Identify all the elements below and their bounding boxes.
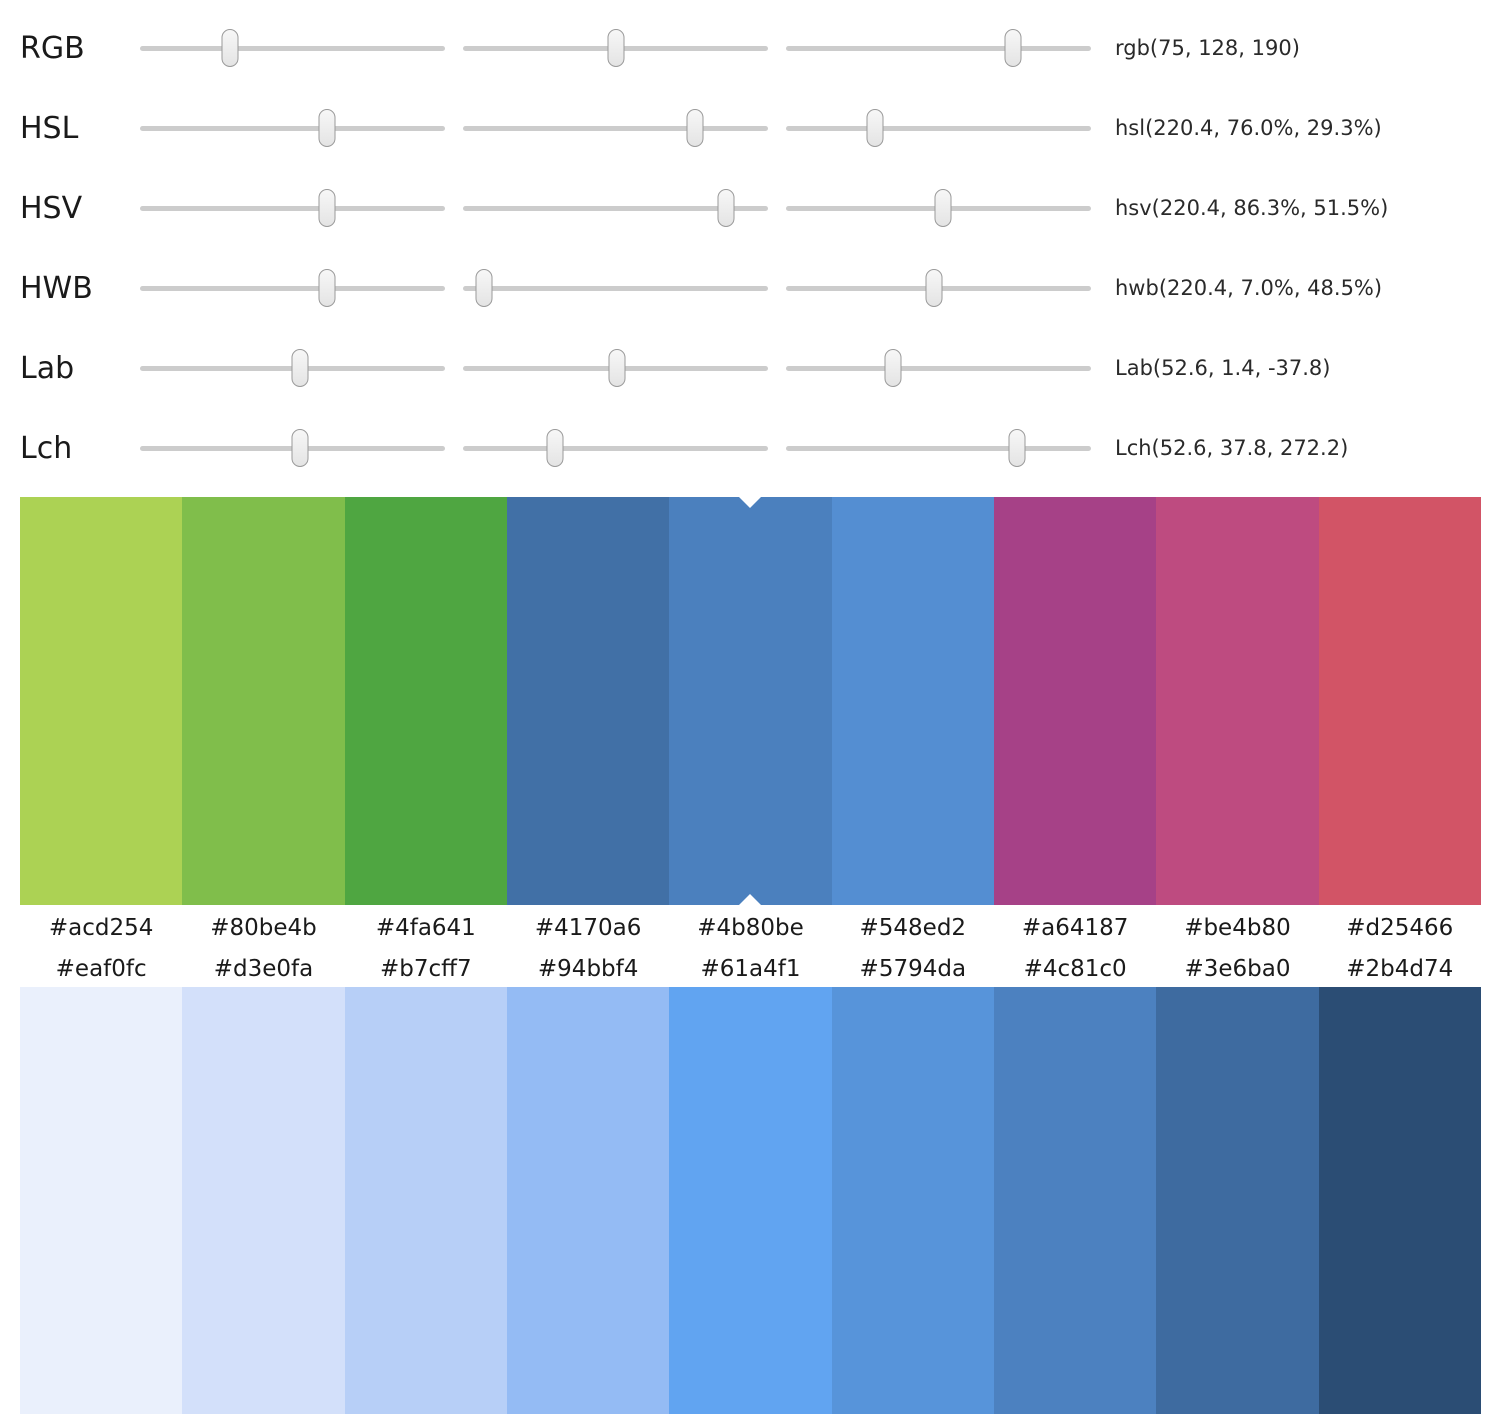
slider-thumb[interactable] [546,429,564,467]
color-value-text: Lch(52.6, 37.8, 272.2) [1115,436,1349,460]
hex-label: #d3e0fa [213,956,314,982]
hex-label: #acd254 [48,915,154,941]
slider-track[interactable] [463,349,768,387]
slider-row-lab: Lab Lab(52.6, 1.4, -37.8) [20,328,1501,408]
color-model-label: Lch [20,430,73,466]
palette-swatch[interactable] [831,987,994,1414]
slider-row-lch: Lch Lch(52.6, 37.8, 272.2) [20,408,1501,488]
palette-swatch[interactable] [20,497,183,905]
color-model-label: HSV [20,190,83,226]
palette-swatch[interactable] [993,987,1157,1414]
slider-track[interactable] [140,269,445,307]
slider-track[interactable] [140,349,445,387]
hex-label: #61a4f1 [700,956,801,982]
hex-label: #2b4d74 [1346,956,1454,982]
slider-row-hsv: HSV hsv(220.4, 86.3%, 51.5%) [20,168,1501,248]
slider-track[interactable] [463,269,768,307]
slider-thumb[interactable] [934,189,952,227]
slider-track[interactable] [786,189,1091,227]
hex-label: #80be4b [210,915,317,941]
color-value-text: hwb(220.4, 7.0%, 48.5%) [1115,276,1383,300]
slider-row-hwb: HWB hwb(220.4, 7.0%, 48.5%) [20,248,1501,328]
hex-label: #be4b80 [1184,915,1291,941]
color-model-label: Lab [20,350,75,386]
palette-swatch[interactable] [1318,987,1481,1414]
slider-thumb[interactable] [318,269,336,307]
slider-thumb[interactable] [291,429,309,467]
hue-palette [20,497,1481,905]
color-value-text: Lab(52.6, 1.4, -37.8) [1115,356,1331,380]
palette-swatch[interactable] [344,497,507,905]
hex-label: #b7cff7 [380,956,472,982]
slider-track[interactable] [786,429,1091,467]
selection-marker-top-icon [739,497,762,508]
slider-track[interactable] [140,29,445,67]
slider-thumb[interactable] [866,109,884,147]
slider-track[interactable] [463,189,768,227]
hex-label: #94bbf4 [537,956,639,982]
slider-row-hsl: HSL hsl(220.4, 76.0%, 29.3%) [20,88,1501,168]
hue-palette-hex-labels: #acd254 #80be4b #4fa641 #4170a6 #4b80be … [20,905,1481,951]
slider-track[interactable] [140,429,445,467]
slider-thumb[interactable] [318,109,336,147]
palette-swatch[interactable] [1156,987,1319,1414]
palette-swatch[interactable] [344,987,507,1414]
slider-thumb[interactable] [1008,429,1026,467]
color-model-label: HWB [20,270,93,306]
color-value-text: rgb(75, 128, 190) [1115,36,1300,60]
slider-track[interactable] [140,109,445,147]
slider-track[interactable] [786,29,1091,67]
hex-label: #4170a6 [534,915,642,941]
palette-swatch[interactable] [182,497,345,905]
palette-swatch[interactable] [1318,497,1481,905]
palette-swatch[interactable] [182,987,345,1414]
palette-swatch-selected[interactable] [669,497,832,905]
hex-label: #eaf0fc [55,956,147,982]
hex-label: #5794da [859,956,967,982]
palette-swatch[interactable] [1156,497,1319,905]
hex-label: #4c81c0 [1023,956,1127,982]
color-value-text: hsv(220.4, 86.3%, 51.5%) [1115,196,1389,220]
tint-palette [20,987,1481,1414]
slider-track[interactable] [786,269,1091,307]
palette-swatch[interactable] [506,497,670,905]
palette-swatch[interactable] [669,987,832,1414]
slider-thumb[interactable] [291,349,309,387]
slider-thumb[interactable] [221,29,239,67]
slider-thumb[interactable] [475,269,493,307]
palette-swatch[interactable] [506,987,670,1414]
hex-label: #d25466 [1346,915,1454,941]
palette-swatch[interactable] [993,497,1157,905]
slider-track[interactable] [463,429,768,467]
slider-thumb[interactable] [884,349,902,387]
slider-thumb[interactable] [608,349,626,387]
color-sliders-panel: RGB rgb(75, 128, 190) HSL hsl(220.4, 76.… [0,0,1501,488]
slider-thumb[interactable] [717,189,735,227]
slider-track[interactable] [463,29,768,67]
color-value-text: hsl(220.4, 76.0%, 29.3%) [1115,116,1382,140]
slider-track[interactable] [786,349,1091,387]
hex-label: #3e6ba0 [1184,956,1291,982]
palette-swatch[interactable] [831,497,994,905]
slider-thumb[interactable] [686,109,704,147]
hex-label: #4b80be [697,915,804,941]
tint-palette-hex-labels: #eaf0fc #d3e0fa #b7cff7 #94bbf4 #61a4f1 … [20,951,1481,987]
slider-track[interactable] [140,189,445,227]
slider-thumb[interactable] [1004,29,1022,67]
palette-swatch[interactable] [20,987,183,1414]
slider-thumb[interactable] [607,29,625,67]
color-model-label: RGB [20,30,85,66]
hex-label: #4fa641 [375,915,476,941]
hex-label: #a64187 [1021,915,1129,941]
slider-track[interactable] [463,109,768,147]
selection-marker-bottom-icon [739,894,762,905]
slider-thumb[interactable] [925,269,943,307]
slider-thumb[interactable] [318,189,336,227]
color-model-label: HSL [20,110,79,146]
hex-label: #548ed2 [859,915,967,941]
slider-row-rgb: RGB rgb(75, 128, 190) [20,8,1501,88]
slider-track[interactable] [786,109,1091,147]
